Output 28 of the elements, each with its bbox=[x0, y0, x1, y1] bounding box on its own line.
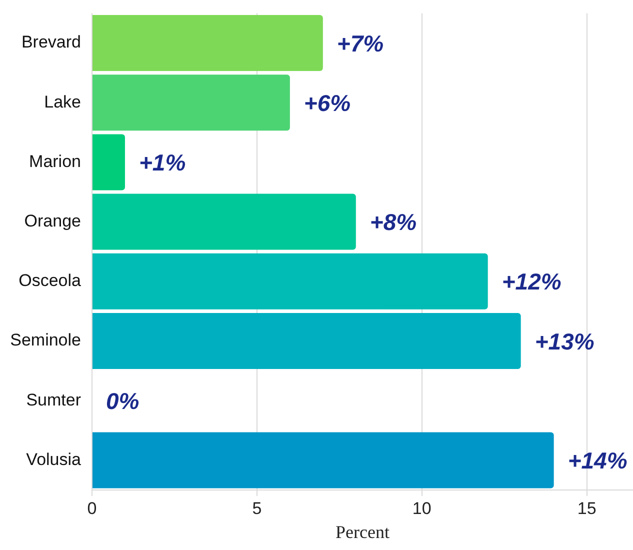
bar bbox=[92, 14, 323, 72]
x-tick-label: 0 bbox=[87, 498, 97, 518]
y-tick-label: Seminole bbox=[10, 330, 81, 350]
y-tick-label: Brevard bbox=[21, 32, 81, 52]
y-tick-label: Volusia bbox=[26, 450, 82, 469]
bar bbox=[92, 74, 290, 131]
data-label: +1% bbox=[138, 150, 186, 176]
x-tick-label: 5 bbox=[252, 498, 262, 518]
data-label: +12% bbox=[502, 268, 562, 295]
x-tick-label: 15 bbox=[577, 498, 596, 518]
data-label: +7% bbox=[336, 30, 384, 56]
y-tick-label: Sumter bbox=[26, 390, 82, 410]
data-label: +6% bbox=[304, 90, 351, 116]
bar bbox=[92, 312, 521, 370]
y-tick-label: Osceola bbox=[18, 271, 82, 290]
y-tick-label: Marion bbox=[29, 152, 81, 171]
bar bbox=[92, 253, 488, 310]
y-tick-label: Lake bbox=[44, 92, 81, 112]
data-label: 0% bbox=[106, 388, 140, 414]
bar bbox=[92, 134, 125, 190]
data-label: +14% bbox=[568, 448, 628, 474]
x-axis-title: Percent bbox=[336, 522, 390, 542]
bar bbox=[92, 432, 554, 488]
data-label: +13% bbox=[534, 328, 594, 354]
bar bbox=[92, 194, 356, 250]
y-tick-label: Orange bbox=[24, 211, 81, 230]
data-label: +8% bbox=[370, 209, 417, 236]
x-tick-label: 10 bbox=[412, 498, 432, 518]
